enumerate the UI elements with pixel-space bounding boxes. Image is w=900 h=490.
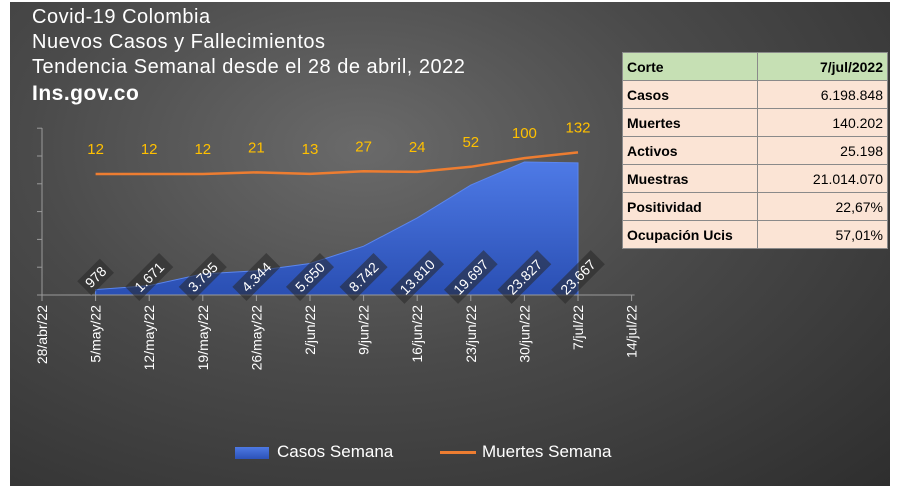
x-tick-label: 14/jul/22 <box>624 305 640 358</box>
x-tick-label: 7/jul/22 <box>570 305 586 350</box>
legend-item-deaths: Muertes Semana <box>440 442 611 462</box>
x-tick-label: 5/may/22 <box>88 305 104 363</box>
cases-label-box <box>285 252 335 302</box>
table-key: Positividad <box>622 192 758 221</box>
table-header-value: 7/jul/2022 <box>757 52 888 81</box>
deaths-data-label: 12 <box>141 141 158 158</box>
deaths-data-label: 52 <box>462 134 479 151</box>
x-tick-label: 9/jun/22 <box>356 305 372 355</box>
legend-label: Casos Semana <box>277 442 394 461</box>
table-value: 6.198.848 <box>757 80 888 109</box>
deaths-data-label: 12 <box>194 141 211 158</box>
deaths-data-label: 24 <box>409 139 426 156</box>
deaths-data-label: 27 <box>355 138 372 155</box>
cases-label-box <box>178 252 227 302</box>
table-value: 25.198 <box>757 136 888 165</box>
x-tick-label: 26/may/22 <box>248 305 264 371</box>
table-key: Casos <box>622 80 758 109</box>
deaths-data-label: 100 <box>512 125 537 142</box>
deaths-data-label: 132 <box>565 119 590 136</box>
cases-label-box <box>232 252 281 302</box>
chart-title: Covid-19 Colombia <box>32 6 211 28</box>
chart-subtitle: Nuevos Casos y Fallecimientos <box>32 31 326 53</box>
deaths-data-label: 21 <box>248 139 265 156</box>
source-label: Ins.gov.co <box>32 82 140 105</box>
table-value: 57,01% <box>757 220 888 249</box>
table-row: Casos 6.198.848 <box>622 80 888 109</box>
cases-label-box <box>443 250 498 304</box>
x-tick-label: 19/may/22 <box>195 305 211 371</box>
x-tick-label: 28/abr/22 <box>34 305 50 364</box>
table-row: Activos 25.198 <box>622 136 888 165</box>
table-value: 21.014.070 <box>757 164 888 193</box>
deaths-data-label: 12 <box>87 141 104 158</box>
chart-subtitle-trend: Tendencia Semanal desde el 28 de abril, … <box>32 56 466 78</box>
x-tick-label: 12/may/22 <box>141 305 157 371</box>
table-row: Ocupación Ucis 57,01% <box>622 220 888 249</box>
x-tick-label: 30/jun/22 <box>516 305 532 363</box>
table-header-row: Corte 7/jul/2022 <box>622 52 888 81</box>
deaths-data-label: 13 <box>302 141 319 158</box>
cases-label-box <box>339 252 388 302</box>
cases-label-box <box>77 258 114 296</box>
x-tick-label: 23/jun/22 <box>463 305 479 363</box>
table-header-key: Corte <box>622 52 758 81</box>
cases-label-box <box>390 250 445 304</box>
cases-label-box <box>125 252 174 302</box>
table-key: Muestras <box>622 164 758 193</box>
legend-label: Muertes Semana <box>482 442 612 461</box>
table-value: 22,67% <box>757 192 888 221</box>
cases-area <box>95 161 579 296</box>
table-value: 140.202 <box>757 108 888 137</box>
table-key: Activos <box>622 136 758 165</box>
table-row: Muestras 21.014.070 <box>622 164 888 193</box>
table-key: Ocupación Ucis <box>622 220 758 249</box>
x-tick-label: 2/jun/22 <box>302 305 318 355</box>
table-row: Muertes 140.202 <box>622 108 888 137</box>
summary-table: Corte 7/jul/2022 Casos 6.198.848 Muertes… <box>622 52 888 249</box>
legend-swatch-area <box>235 446 269 459</box>
table-key: Muertes <box>622 108 758 137</box>
legend-item-cases: Casos Semana <box>235 442 393 462</box>
cases-label-box <box>551 250 605 304</box>
table-row: Positividad 22,67% <box>622 192 888 221</box>
deaths-line <box>95 151 579 176</box>
cases-label-group: 13.810 <box>390 250 445 304</box>
legend-swatch-line <box>440 451 476 455</box>
cases-label-box <box>497 250 552 304</box>
x-tick-label: 16/jun/22 <box>409 305 425 363</box>
